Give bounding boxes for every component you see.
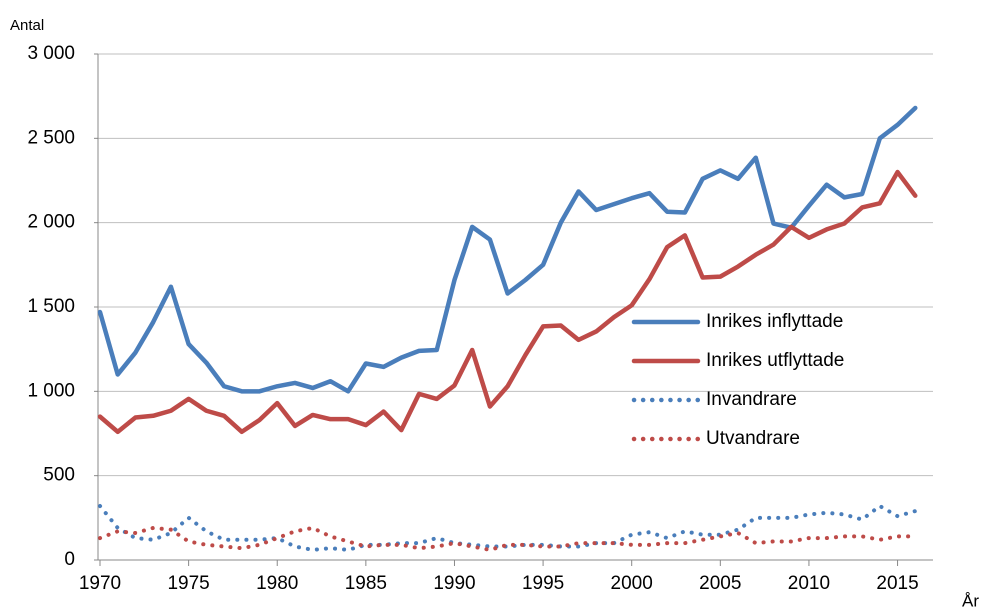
y-tick-label: 2 500 bbox=[27, 127, 75, 148]
x-tick-label: 1985 bbox=[345, 573, 387, 594]
y-tick-label: 1 500 bbox=[27, 296, 75, 317]
y-axis-label: Antal bbox=[10, 17, 44, 34]
y-tick-label: 500 bbox=[43, 465, 75, 486]
x-axis-label: År bbox=[962, 591, 979, 610]
x-tick-label: 1975 bbox=[167, 573, 209, 594]
legend-label: Invandrare bbox=[706, 389, 797, 410]
y-tick-label: 0 bbox=[64, 549, 75, 570]
x-tick-label: 1990 bbox=[433, 573, 475, 594]
x-tick-label: 2015 bbox=[876, 573, 918, 594]
y-tick-label: 1 000 bbox=[27, 380, 75, 401]
series-line bbox=[98, 504, 918, 552]
x-tick-label: 1995 bbox=[522, 573, 564, 594]
x-tick-label: 2005 bbox=[699, 573, 741, 594]
legend-label: Inrikes inflyttade bbox=[706, 311, 843, 332]
y-tick-label: 2 000 bbox=[27, 212, 75, 233]
x-tick-label: 2000 bbox=[611, 573, 653, 594]
series-line bbox=[98, 525, 918, 552]
x-tick-label: 1980 bbox=[256, 573, 298, 594]
legend-label: Inrikes utflyttade bbox=[706, 350, 844, 371]
x-tick-label: 1970 bbox=[79, 573, 121, 594]
series-line bbox=[97, 105, 918, 394]
y-tick-label: 3 000 bbox=[27, 43, 75, 64]
x-tick-label: 2010 bbox=[788, 573, 830, 594]
legend-label: Utvandrare bbox=[706, 428, 800, 449]
series-line bbox=[97, 169, 918, 435]
